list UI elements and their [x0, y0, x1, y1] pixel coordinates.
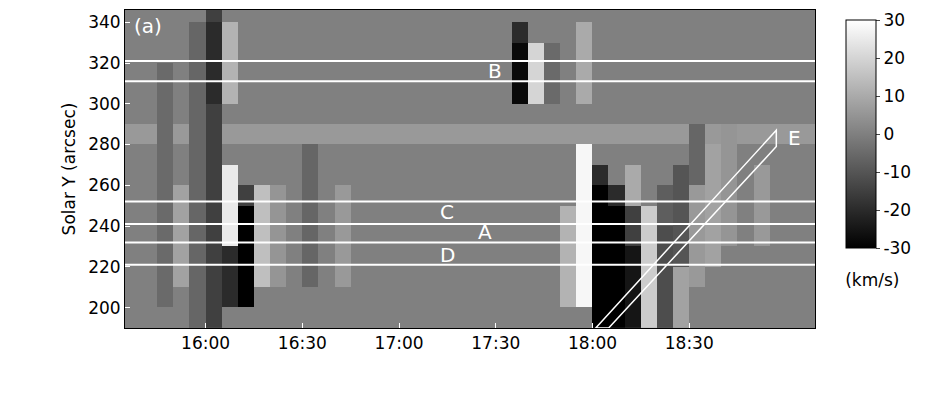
svg-text:10: 10: [883, 86, 905, 106]
svg-text:300: 300: [88, 94, 120, 114]
svg-text:20: 20: [883, 48, 905, 68]
svg-text:0: 0: [883, 124, 894, 144]
svg-text:320: 320: [88, 53, 120, 73]
svg-text:E: E: [788, 126, 801, 150]
svg-text:18:00: 18:00: [568, 333, 617, 353]
svg-text:17:00: 17:00: [375, 333, 424, 353]
svg-text:18:30: 18:30: [665, 333, 714, 353]
svg-text:C: C: [440, 200, 454, 224]
svg-text:-20: -20: [883, 200, 911, 220]
svg-text:-10: -10: [883, 162, 911, 182]
svg-text:B: B: [488, 59, 502, 83]
svg-text:16:00: 16:00: [181, 333, 230, 353]
svg-text:30: 30: [883, 10, 905, 30]
svg-text:280: 280: [88, 134, 120, 154]
svg-text:260: 260: [88, 175, 120, 195]
svg-text:Solar Y (arcsec): Solar Y (arcsec): [59, 103, 79, 236]
svg-text:-30: -30: [883, 238, 911, 258]
svg-text:16:30: 16:30: [278, 333, 327, 353]
svg-text:240: 240: [88, 216, 120, 236]
svg-text:200: 200: [88, 298, 120, 318]
svg-text:A: A: [478, 220, 492, 244]
svg-text:17:30: 17:30: [471, 333, 520, 353]
svg-text:(km/s): (km/s): [845, 270, 899, 290]
svg-text:220: 220: [88, 257, 120, 277]
svg-text:(a): (a): [134, 14, 162, 38]
svg-text:340: 340: [88, 12, 120, 32]
svg-text:D: D: [440, 243, 455, 267]
